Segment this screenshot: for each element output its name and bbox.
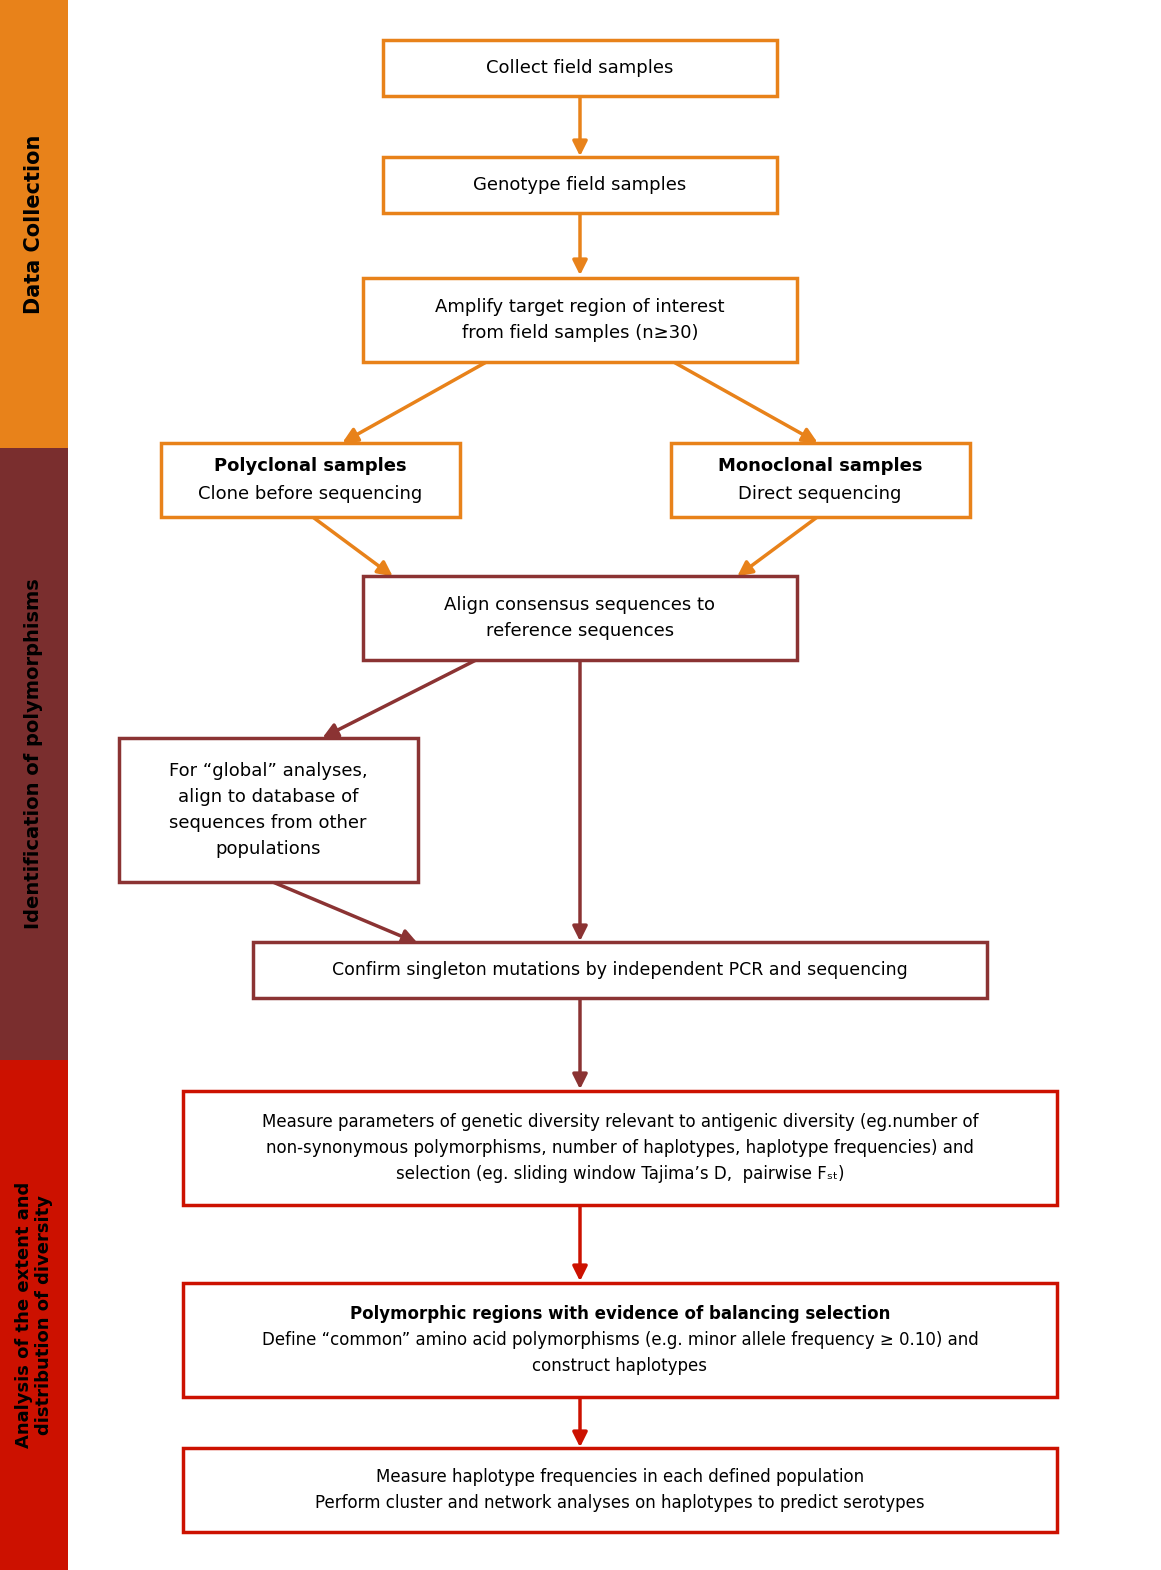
Text: construct haplotypes: construct haplotypes — [533, 1356, 707, 1375]
FancyBboxPatch shape — [183, 1283, 1057, 1397]
Text: Measure parameters of genetic diversity relevant to antigenic diversity (eg.numb: Measure parameters of genetic diversity … — [261, 1113, 979, 1182]
Bar — [0, 0, 68, 447]
Text: Measure haplotype frequencies in each defined population
Perform cluster and net: Measure haplotype frequencies in each de… — [315, 1468, 925, 1512]
Text: Monoclonal samples: Monoclonal samples — [717, 457, 922, 476]
Text: Align consensus sequences to
reference sequences: Align consensus sequences to reference s… — [445, 597, 715, 641]
Text: Analysis of the extent and
distribution of diversity: Analysis of the extent and distribution … — [15, 1182, 53, 1448]
Text: Clone before sequencing: Clone before sequencing — [197, 485, 423, 502]
FancyBboxPatch shape — [383, 157, 777, 214]
Text: Identification of polymorphisms: Identification of polymorphisms — [24, 579, 43, 929]
Text: Genotype field samples: Genotype field samples — [474, 176, 686, 195]
Text: Polymorphic regions with evidence of balancing selection: Polymorphic regions with evidence of bal… — [349, 1305, 890, 1324]
FancyBboxPatch shape — [118, 738, 418, 882]
FancyBboxPatch shape — [383, 39, 777, 96]
FancyBboxPatch shape — [363, 278, 796, 363]
FancyBboxPatch shape — [183, 1091, 1057, 1206]
Bar — [0, 447, 68, 1060]
Text: Data Collection: Data Collection — [24, 135, 44, 314]
FancyBboxPatch shape — [671, 443, 969, 517]
Text: Amplify target region of interest
from field samples (n≥30): Amplify target region of interest from f… — [435, 298, 724, 342]
Text: Direct sequencing: Direct sequencing — [738, 485, 902, 502]
FancyBboxPatch shape — [183, 1448, 1057, 1532]
FancyBboxPatch shape — [253, 942, 987, 999]
Text: Polyclonal samples: Polyclonal samples — [214, 457, 406, 476]
Text: Define “common” amino acid polymorphisms (e.g. minor allele frequency ≥ 0.10) an: Define “common” amino acid polymorphisms… — [261, 1331, 979, 1349]
Text: Confirm singleton mutations by independent PCR and sequencing: Confirm singleton mutations by independe… — [332, 961, 908, 980]
Text: For “global” analyses,
align to database of
sequences from other
populations: For “global” analyses, align to database… — [168, 763, 367, 857]
Text: Collect field samples: Collect field samples — [486, 60, 673, 77]
Bar — [0, 1060, 68, 1570]
FancyBboxPatch shape — [363, 576, 796, 659]
FancyBboxPatch shape — [160, 443, 460, 517]
